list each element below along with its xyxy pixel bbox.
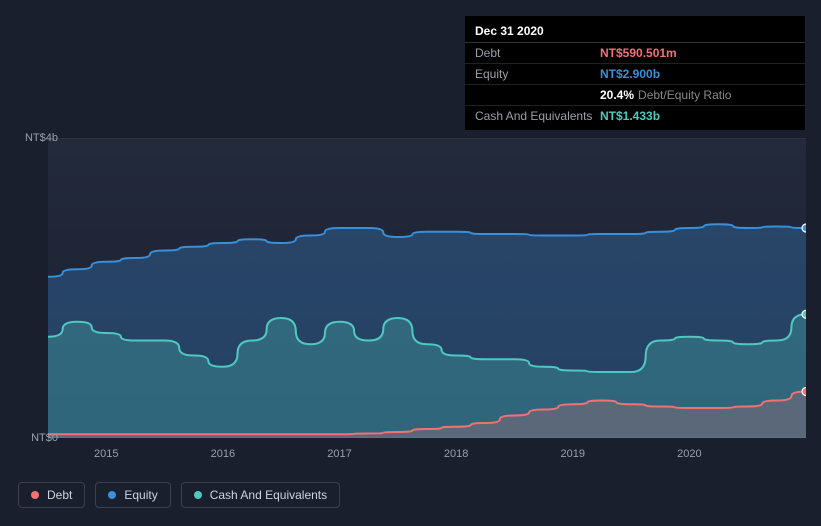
x-axis-tick: 2015 bbox=[94, 448, 118, 460]
tooltip-date: Dec 31 2020 bbox=[465, 20, 805, 43]
legend-dot bbox=[194, 491, 202, 499]
tooltip-row-value: NT$2.900b bbox=[600, 67, 660, 81]
tooltip-panel: Dec 31 2020 DebtNT$590.501mEquityNT$2.90… bbox=[465, 16, 805, 130]
legend-label: Debt bbox=[47, 488, 72, 502]
x-axis-tick: 2020 bbox=[677, 448, 701, 460]
tooltip-row-label bbox=[475, 88, 600, 102]
legend-dot bbox=[108, 491, 116, 499]
legend-item-cash-and-equivalents[interactable]: Cash And Equivalents bbox=[181, 482, 340, 508]
legend-dot bbox=[31, 491, 39, 499]
x-axis-tick: 2017 bbox=[327, 448, 351, 460]
series-end-marker bbox=[802, 224, 806, 232]
chart-plot-area[interactable] bbox=[48, 138, 806, 438]
y-axis-label: NT$0 bbox=[18, 432, 58, 444]
tooltip-row: 20.4%Debt/Equity Ratio bbox=[465, 85, 805, 106]
legend-label: Cash And Equivalents bbox=[210, 488, 327, 502]
tooltip-row-suffix: Debt/Equity Ratio bbox=[638, 88, 731, 102]
y-axis-label: NT$4b bbox=[18, 132, 58, 144]
x-axis-tick: 2018 bbox=[444, 448, 468, 460]
legend-label: Equity bbox=[124, 488, 157, 502]
x-axis-tick: 2016 bbox=[211, 448, 235, 460]
chart-svg bbox=[48, 138, 806, 438]
tooltip-row-label: Debt bbox=[475, 46, 600, 60]
legend-item-equity[interactable]: Equity bbox=[95, 482, 170, 508]
x-axis: 2015 2016 2017 2018 2019 2020 bbox=[48, 448, 806, 468]
tooltip-row-value: NT$590.501m bbox=[600, 46, 677, 60]
legend: Debt Equity Cash And Equivalents bbox=[18, 482, 340, 508]
tooltip-row-label: Equity bbox=[475, 67, 600, 81]
tooltip-row: EquityNT$2.900b bbox=[465, 64, 805, 85]
series-end-marker bbox=[802, 310, 806, 318]
chart-container: NT$4b NT$0 bbox=[18, 120, 808, 460]
tooltip-row: DebtNT$590.501m bbox=[465, 43, 805, 64]
series-end-marker bbox=[802, 388, 806, 396]
legend-item-debt[interactable]: Debt bbox=[18, 482, 85, 508]
x-axis-tick: 2019 bbox=[561, 448, 585, 460]
tooltip-row-value: 20.4%Debt/Equity Ratio bbox=[600, 88, 731, 102]
